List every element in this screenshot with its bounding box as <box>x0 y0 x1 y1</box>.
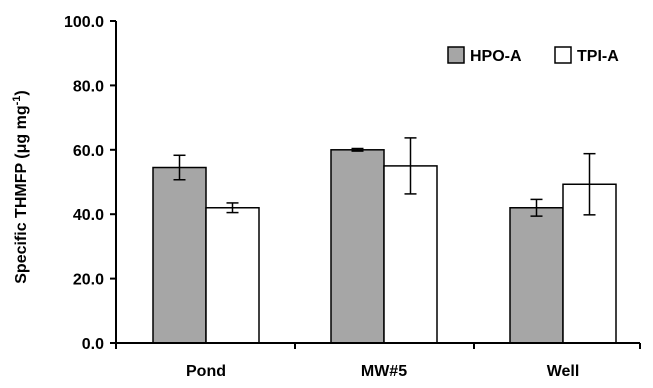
y-tick-label: 0.0 <box>82 336 104 353</box>
y-axis-title: Specific THMFP (μg mg-1) <box>11 90 30 284</box>
legend-label-hpo-a: HPO-A <box>470 48 522 65</box>
y-tick-label: 100.0 <box>64 14 104 31</box>
legend: HPO-A TPI-A <box>447 46 619 65</box>
x-tick-label: Well <box>547 363 580 380</box>
legend-swatch-hpo-a <box>447 46 465 64</box>
bar-tpi-a-pond <box>205 207 260 344</box>
y-tick-label: 20.0 <box>73 272 104 289</box>
legend-label-tpi-a: TPI-A <box>577 48 619 65</box>
y-tick-label: 80.0 <box>73 78 104 95</box>
bar-hpo-a-pond <box>152 166 207 344</box>
x-tick-label: MW#5 <box>361 363 407 380</box>
y-tick-label: 60.0 <box>73 143 104 160</box>
axes: 0.0 20.0 40.0 60.0 80.0 100.0 <box>64 14 641 353</box>
bar-hpo-a-mw5 <box>330 149 385 344</box>
axis-labels: Pond MW#5 Well Specific THMFP (μg mg-1) <box>11 90 579 380</box>
y-tick-label: 40.0 <box>73 207 104 224</box>
legend-swatch-tpi-a <box>554 46 572 64</box>
plot-area <box>152 137 617 344</box>
bar-hpo-a-well <box>509 207 564 344</box>
x-tick-label: Pond <box>186 363 226 380</box>
bar-tpi-a-mw5 <box>383 165 438 344</box>
